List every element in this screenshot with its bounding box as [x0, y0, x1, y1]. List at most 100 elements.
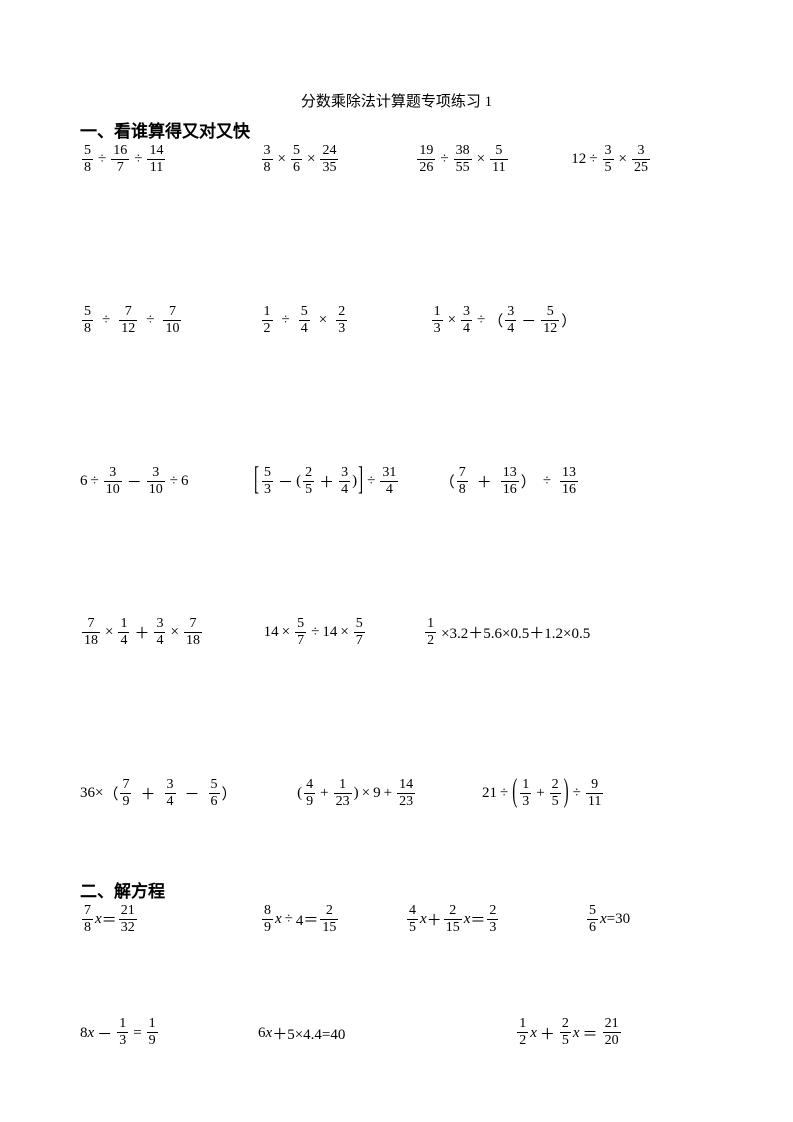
math-token: x: [573, 1025, 580, 1042]
numerator: 8: [262, 904, 273, 919]
math-token: ×: [359, 785, 373, 802]
vertical-gap: [80, 187, 713, 305]
denominator: 2: [517, 1032, 528, 1048]
fraction: 54: [299, 305, 310, 336]
numerator: 7: [82, 617, 100, 632]
denominator: 4: [461, 320, 472, 336]
vertical-gap: [80, 509, 713, 617]
numerator: 1: [117, 1017, 128, 1032]
denominator: 7: [295, 632, 306, 648]
math-token: ÷: [586, 151, 600, 168]
denominator: 35: [320, 159, 338, 175]
math-token: ÷: [474, 312, 488, 329]
denominator: 4: [165, 793, 176, 809]
fraction: 167: [111, 144, 129, 175]
numerator: 1: [262, 305, 273, 320]
fraction: 12: [425, 617, 436, 648]
fraction: 215: [320, 904, 338, 935]
denominator: 10: [163, 320, 181, 336]
fraction: 718: [82, 617, 100, 648]
fraction: 13: [520, 778, 531, 809]
problem-row: 718×14＋34×71814×57÷14×5712×3.2＋5.6×0.5＋1…: [80, 617, 713, 648]
numerator: 5: [295, 617, 306, 632]
denominator: 23: [397, 793, 415, 809]
numerator: 2: [444, 904, 462, 919]
fraction: 2435: [320, 144, 338, 175]
math-token: ÷: [131, 151, 145, 168]
numerator: 7: [184, 617, 202, 632]
fraction: 34: [461, 305, 472, 336]
math-token: ]: [357, 463, 364, 500]
fraction: 13: [432, 305, 443, 336]
numerator: 7: [120, 778, 131, 793]
math-token: ×3.2＋5.6×0.5＋1.2×0.5: [438, 622, 593, 643]
math-token: [: [253, 463, 260, 500]
fraction: 34: [165, 778, 176, 809]
fraction: 58: [82, 144, 93, 175]
denominator: 4: [299, 320, 310, 336]
problem-row: 36×（79＋34－56）(49+123)×9+142321÷(13+25)÷9…: [80, 778, 713, 809]
denominator: 11: [586, 793, 603, 809]
denominator: 8: [82, 320, 93, 336]
fraction: 34: [505, 305, 516, 336]
denominator: 3: [117, 1032, 128, 1048]
math-token: ×: [167, 624, 181, 641]
denominator: 3: [262, 481, 273, 497]
problem-cell: （78＋1316）÷1316: [440, 466, 713, 497]
numerator: 5: [291, 144, 302, 159]
denominator: 20: [603, 1032, 621, 1048]
fraction: 38: [262, 144, 273, 175]
denominator: 18: [184, 632, 202, 648]
fraction: 53: [262, 466, 273, 497]
denominator: 8: [82, 919, 93, 935]
math-token: ÷: [95, 151, 109, 168]
numerator: 5: [354, 617, 365, 632]
numerator: 3: [505, 305, 516, 320]
fraction: 49: [304, 778, 315, 809]
vertical-gap: [80, 348, 713, 466]
problem-cell: 45x＋215x＝23: [405, 904, 585, 935]
denominator: 5: [550, 793, 561, 809]
math-token: ＋: [131, 622, 152, 643]
denominator: 8: [82, 159, 93, 175]
math-token: ÷: [364, 473, 378, 490]
fraction: 314: [380, 466, 398, 497]
math-token: x: [266, 1025, 273, 1042]
denominator: 8: [457, 481, 468, 497]
numerator: 2: [320, 904, 338, 919]
math-token: x: [88, 1025, 95, 1042]
fraction: 325: [632, 144, 650, 175]
denominator: 5: [303, 481, 314, 497]
math-token: ): [563, 775, 570, 812]
fraction: 123: [334, 778, 352, 809]
fraction: 911: [586, 778, 603, 809]
denominator: 5: [407, 919, 418, 935]
numerator: 3: [461, 305, 472, 320]
numerator: 4: [304, 778, 315, 793]
math-token: ＋: [427, 909, 442, 930]
numerator: 3: [154, 617, 165, 632]
denominator: 26: [417, 159, 435, 175]
fraction: 12: [517, 1017, 528, 1048]
fraction: 25: [550, 778, 561, 809]
fraction: 710: [163, 305, 181, 336]
numerator: 24: [320, 144, 338, 159]
numerator: 2: [550, 778, 561, 793]
problem-row: 78x＝213289x÷4＝21545x＋215x＝2356x=30: [80, 904, 713, 935]
denominator: 2: [425, 632, 436, 648]
numerator: 19: [417, 144, 435, 159]
denominator: 4: [380, 481, 398, 497]
fraction: 57: [295, 617, 306, 648]
math-token: （: [103, 783, 118, 804]
math-token: ÷: [570, 785, 584, 802]
fraction: 25: [303, 466, 314, 497]
math-token: ）: [222, 783, 237, 804]
math-token: ＋: [133, 783, 162, 804]
denominator: 55: [454, 159, 472, 175]
math-token: x: [600, 911, 607, 928]
denominator: 6: [587, 919, 598, 935]
fraction: 23: [336, 305, 347, 336]
problem-cell: 13×34÷（34－512）: [430, 305, 713, 336]
denominator: 3: [487, 919, 498, 935]
fraction: 13: [117, 1017, 128, 1048]
